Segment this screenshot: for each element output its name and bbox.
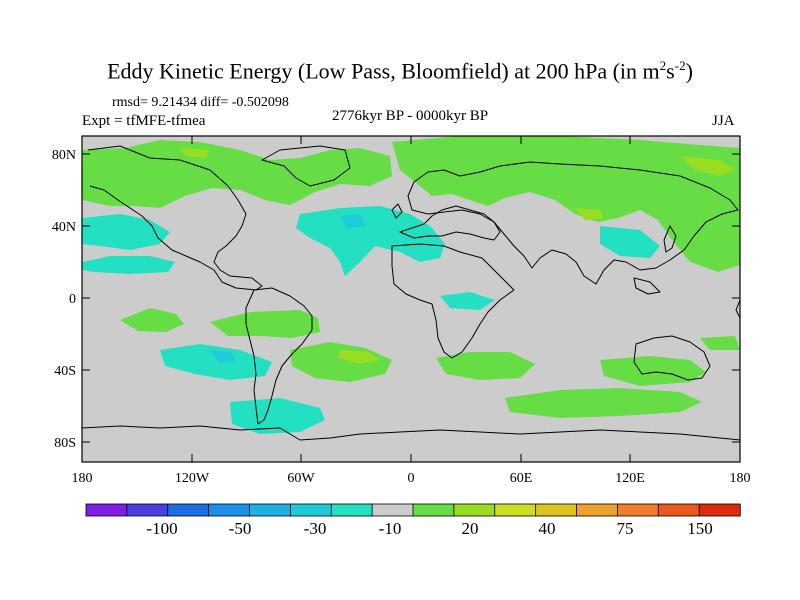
- lat-tick-label: 40S: [54, 364, 76, 379]
- colorbar-swatch: [616, 503, 659, 517]
- colorbar-label: 150: [687, 519, 713, 538]
- chart-title: Eddy Kinetic Energy (Low Pass, Bloomfiel…: [107, 58, 693, 84]
- colorbar-swatch: [85, 503, 128, 517]
- colorbar-label: -100: [146, 519, 177, 538]
- lon-axis: 180 120W 60W 0 60E 120E 180: [72, 136, 751, 486]
- colorbar-label: -10: [379, 519, 402, 538]
- lat-tick-label: 80N: [52, 148, 76, 163]
- lat-tick-label: 40N: [52, 220, 76, 235]
- season-label: JJA: [712, 113, 735, 129]
- negative-anomaly-regions: [82, 206, 660, 434]
- positive-anomaly-regions: [82, 136, 740, 418]
- lon-tick-label: 120W: [175, 471, 210, 486]
- moderate-negative-regions: [210, 214, 366, 362]
- strong-positive-regions: [180, 148, 735, 364]
- colorbar-swatch: [535, 503, 578, 517]
- colorbar-label: -30: [304, 519, 327, 538]
- colorbar-swatch: [289, 503, 332, 517]
- colorbar-label: -50: [229, 519, 252, 538]
- lat-tick-label: 80S: [54, 436, 76, 451]
- lat-axis: 80N 40N 0 40S 80S: [52, 148, 740, 451]
- map-plot-area: [82, 136, 740, 462]
- colorbar-swatch: [249, 503, 292, 517]
- colorbar-label: 40: [539, 519, 556, 538]
- stats-label: rmsd= 9.21434 diff= -0.502098: [112, 95, 289, 110]
- lon-tick-label: 60E: [510, 471, 533, 486]
- colorbar-swatch: [657, 503, 700, 517]
- lat-tick-label: 0: [69, 292, 76, 307]
- colorbar-label: 20: [462, 519, 479, 538]
- colorbar-swatch: [167, 503, 210, 517]
- lon-tick-label: 0: [408, 471, 415, 486]
- colorbar-swatch: [330, 503, 373, 517]
- colorbar-swatch: [371, 503, 414, 517]
- colorbar-swatch: [412, 503, 455, 517]
- colorbar-swatch: [576, 503, 619, 517]
- colorbar-labels: -100 -50 -30 -10 20 40 75 150: [146, 519, 712, 538]
- experiment-label: Expt = tfMFE-tfmea: [82, 113, 206, 129]
- lon-tick-label: 180: [730, 471, 751, 486]
- lon-tick-label: 180: [72, 471, 93, 486]
- colorbar-swatch: [453, 503, 496, 517]
- colorbar: [85, 503, 741, 517]
- colorbar-label: 75: [617, 519, 634, 538]
- colorbar-swatch: [208, 503, 251, 517]
- lon-tick-label: 120E: [615, 471, 645, 486]
- colorbar-swatch: [494, 503, 537, 517]
- lon-tick-label: 60W: [287, 471, 315, 486]
- colorbar-swatch: [698, 503, 741, 517]
- coastlines: [82, 145, 740, 441]
- colorbar-swatch: [126, 503, 169, 517]
- period-label: 2776kyr BP - 0000kyr BP: [331, 108, 489, 124]
